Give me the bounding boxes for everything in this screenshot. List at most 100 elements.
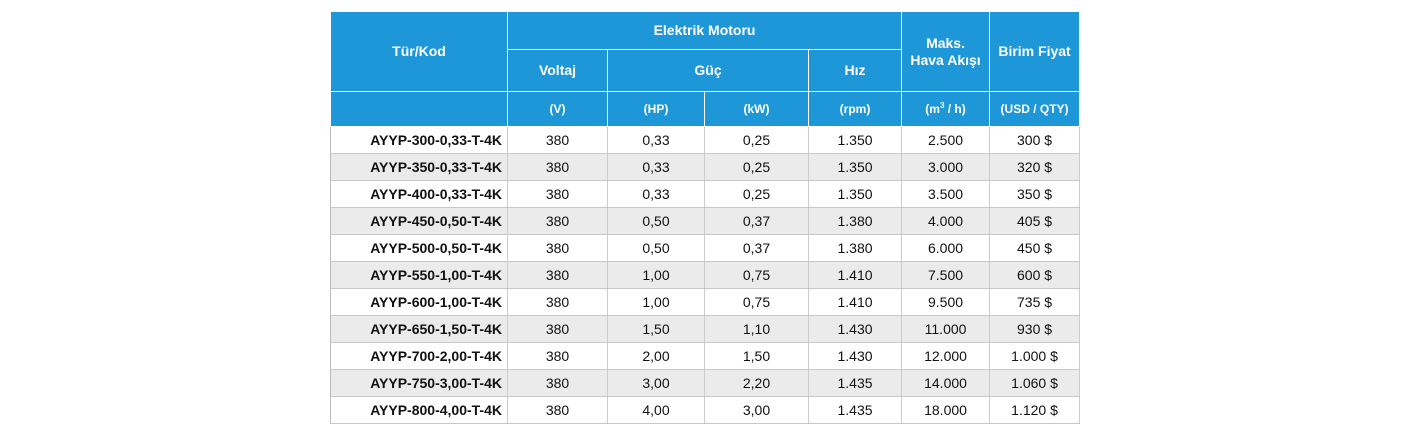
- cell-type-code: AYYP-350-0,33-T-4K: [330, 153, 508, 181]
- table-row: AYYP-500-0,50-T-4K 380 0,50 0,37 1.380 6.000 4…: [330, 234, 1081, 262]
- cell-speed: 1.380: [808, 234, 903, 262]
- cell-unit-price: 735 $: [989, 288, 1081, 316]
- cell-unit-price: 405 $: [989, 207, 1081, 235]
- cell-unit-price: 930 $: [989, 315, 1081, 343]
- cell-air-flow: 6.000: [901, 234, 991, 262]
- cell-unit-price: 320 $: [989, 153, 1081, 181]
- cell-power-kw: 0,25: [704, 126, 809, 154]
- table-body: AYYP-300-0,33-T-4K 380 0,33 0,25 1.350 2.500 3…: [330, 126, 1081, 424]
- cell-power-kw: 0,25: [704, 153, 809, 181]
- cell-power-hp: 1,50: [607, 315, 705, 343]
- header-max-air-flow: Maks. Hava Akışı: [901, 11, 991, 92]
- cell-speed: 1.350: [808, 180, 903, 208]
- cell-air-flow: 2.500: [901, 126, 991, 154]
- cell-power-hp: 0,33: [607, 126, 705, 154]
- cell-power-kw: 3,00: [704, 396, 809, 424]
- header-power: Güç: [607, 49, 809, 92]
- cell-air-flow: 14.000: [901, 369, 991, 397]
- cell-unit-price: 450 $: [989, 234, 1081, 262]
- cell-type-code: AYYP-600-1,00-T-4K: [330, 288, 508, 316]
- unit-air-flow-post: / h): [944, 101, 966, 116]
- header-speed: Hız: [807, 49, 903, 92]
- cell-type-code: AYYP-450-0,50-T-4K: [330, 207, 508, 235]
- cell-air-flow: 4.000: [901, 207, 991, 235]
- table-row: AYYP-400-0,33-T-4K 380 0,33 0,25 1.350 3.500 3…: [330, 180, 1081, 208]
- cell-power-hp: 0,33: [607, 153, 705, 181]
- header-row-1: Tür/Kod Elektrik Motoru Maks. Hava Akışı…: [330, 11, 1081, 92]
- cell-voltage: 380: [507, 126, 608, 154]
- cell-type-code: AYYP-500-0,50-T-4K: [330, 234, 508, 262]
- cell-speed: 1.435: [808, 396, 903, 424]
- table-row: AYYP-300-0,33-T-4K 380 0,33 0,25 1.350 2.500 3…: [330, 126, 1081, 154]
- cell-unit-price: 600 $: [989, 261, 1081, 289]
- unit-power-hp: (HP): [607, 91, 705, 127]
- header-voltage: Voltaj: [507, 49, 608, 92]
- table-row: AYYP-450-0,50-T-4K 380 0,50 0,37 1.380 4.000 4…: [330, 207, 1081, 235]
- cell-voltage: 380: [507, 288, 608, 316]
- header-type-code: Tür/Kod: [330, 11, 508, 92]
- table-row: AYYP-750-3,00-T-4K 380 3,00 2,20 1.435 14.000…: [330, 369, 1081, 397]
- cell-power-hp: 0,50: [607, 234, 705, 262]
- cell-air-flow: 18.000: [901, 396, 991, 424]
- cell-power-hp: 4,00: [607, 396, 705, 424]
- cell-voltage: 380: [507, 315, 608, 343]
- table-row: AYYP-800-4,00-T-4K 380 4,00 3,00 1.435 18.000…: [330, 396, 1081, 424]
- header-max-air-flow-text: Maks. Hava Akışı: [910, 34, 981, 68]
- cell-power-kw: 0,75: [704, 288, 809, 316]
- cell-air-flow: 9.500: [901, 288, 991, 316]
- cell-voltage: 380: [507, 207, 608, 235]
- cell-voltage: 380: [507, 234, 608, 262]
- unit-type-code: [330, 91, 508, 127]
- header-row-2: Voltaj Güç Hız: [331, 49, 1080, 92]
- cell-voltage: 380: [507, 180, 608, 208]
- cell-power-hp: 0,50: [607, 207, 705, 235]
- unit-voltage: (V): [507, 91, 608, 127]
- cell-unit-price: 350 $: [989, 180, 1081, 208]
- cell-speed: 1.350: [808, 126, 903, 154]
- unit-air-flow: (m3 / h): [901, 91, 991, 127]
- cell-speed: 1.435: [808, 369, 903, 397]
- cell-power-hp: 0,33: [607, 180, 705, 208]
- cell-power-kw: 0,37: [704, 207, 809, 235]
- cell-air-flow: 11.000: [901, 315, 991, 343]
- table-row: AYYP-350-0,33-T-4K 380 0,33 0,25 1.350 3.000 3…: [330, 153, 1081, 181]
- cell-unit-price: 1.000 $: [989, 342, 1081, 370]
- cell-air-flow: 7.500: [901, 261, 991, 289]
- cell-voltage: 380: [507, 396, 608, 424]
- unit-air-flow-sup: 3: [939, 100, 945, 110]
- cell-speed: 1.350: [808, 153, 903, 181]
- table-row: AYYP-600-1,00-T-4K 380 1,00 0,75 1.410 9.500 7…: [330, 288, 1081, 316]
- cell-type-code: AYYP-550-1,00-T-4K: [330, 261, 508, 289]
- cell-unit-price: 1.120 $: [989, 396, 1081, 424]
- cell-speed: 1.410: [808, 288, 903, 316]
- unit-speed: (rpm): [807, 91, 903, 127]
- cell-type-code: AYYP-750-3,00-T-4K: [330, 369, 508, 397]
- cell-power-kw: 2,20: [704, 369, 809, 397]
- table-row: AYYP-700-2,00-T-4K 380 2,00 1,50 1.430 12.000…: [330, 342, 1081, 370]
- table-row: AYYP-550-1,00-T-4K 380 1,00 0,75 1.410 7.500 6…: [330, 261, 1081, 289]
- cell-type-code: AYYP-300-0,33-T-4K: [330, 126, 508, 154]
- price-spec-table: Tür/Kod Elektrik Motoru Maks. Hava Akışı…: [330, 11, 1081, 424]
- cell-speed: 1.430: [808, 315, 903, 343]
- table-header: Tür/Kod Elektrik Motoru Maks. Hava Akışı…: [330, 11, 1081, 127]
- unit-power-kw: (kW): [704, 91, 809, 127]
- cell-speed: 1.430: [808, 342, 903, 370]
- cell-type-code: AYYP-400-0,33-T-4K: [330, 180, 508, 208]
- cell-type-code: AYYP-800-4,00-T-4K: [330, 396, 508, 424]
- cell-unit-price: 1.060 $: [989, 369, 1081, 397]
- cell-unit-price: 300 $: [989, 126, 1081, 154]
- table-row: AYYP-650-1,50-T-4K 380 1,50 1,10 1.430 11.000…: [330, 315, 1081, 343]
- cell-speed: 1.410: [808, 261, 903, 289]
- cell-power-kw: 0,25: [704, 180, 809, 208]
- cell-voltage: 380: [507, 342, 608, 370]
- cell-speed: 1.380: [808, 207, 903, 235]
- cell-air-flow: 3.000: [901, 153, 991, 181]
- cell-power-hp: 1,00: [607, 261, 705, 289]
- cell-power-hp: 2,00: [607, 342, 705, 370]
- header-units-row: (V) (HP) (kW) (rpm) (m3 / h) (USD / QTY): [330, 91, 1081, 127]
- cell-voltage: 380: [507, 153, 608, 181]
- cell-power-kw: 1,10: [704, 315, 809, 343]
- cell-type-code: AYYP-650-1,50-T-4K: [330, 315, 508, 343]
- cell-type-code: AYYP-700-2,00-T-4K: [330, 342, 508, 370]
- cell-power-kw: 0,37: [704, 234, 809, 262]
